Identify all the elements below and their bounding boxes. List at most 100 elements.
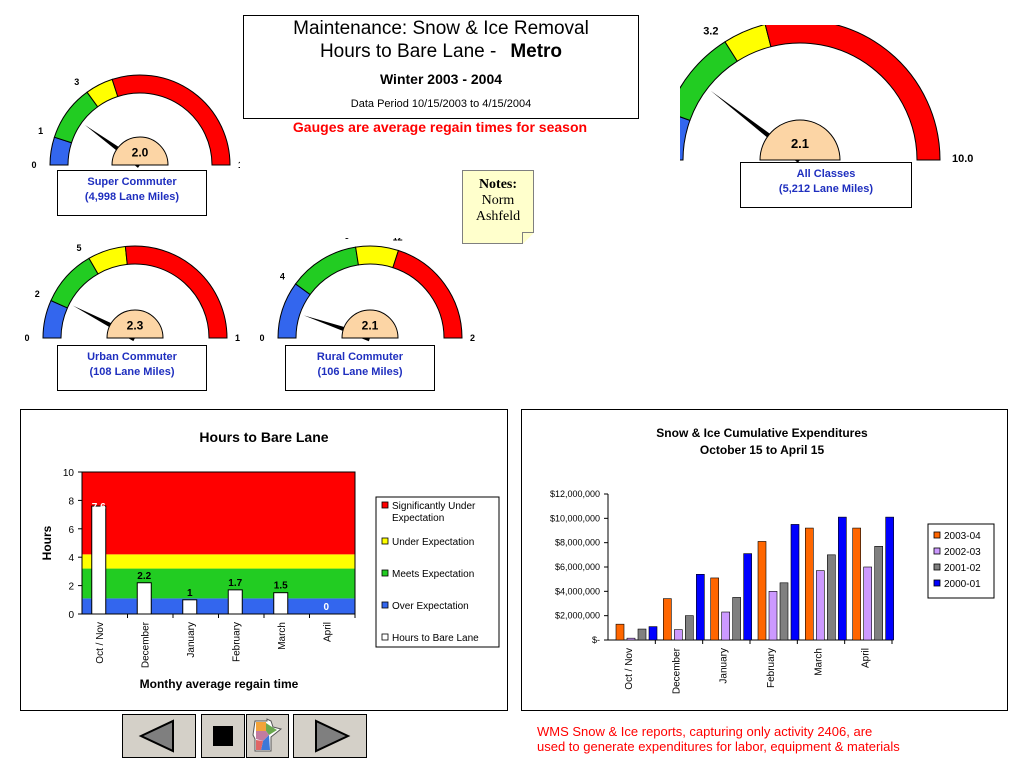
y-tick-label: 4 [68,553,74,564]
data-period: Data Period 10/15/2003 to 4/15/2004 [350,98,532,110]
bar-data-label: 1 [187,588,193,599]
legend-label: Over Expectation [392,601,469,612]
y-tick-label: 10 [63,468,75,479]
gauge-value: 2.1 [791,136,809,151]
gauge-tick-label: 3.2 [703,25,718,37]
y-axis-label: Hours [40,525,54,560]
gauge-hub [106,309,164,339]
gauge-urban-commuter: 2.3 0 2 5 7 15 [25,238,240,343]
y-tick-label: $12,000,000 [550,489,600,499]
bar-2001-02 [685,615,694,641]
bar-2000-01 [743,553,752,641]
gauge-tick-label: 2 [35,289,40,299]
x-tick-label: December [671,647,682,694]
bar-data-label: 2.2 [137,571,151,582]
y-tick-label: $6,000,000 [555,562,600,572]
bar-2001-02 [827,554,836,641]
bar-2002-03 [721,611,730,641]
legend-swatch [933,547,941,555]
gauge-title: Rural Commuter [316,351,404,363]
notes-sticky[interactable]: Notes: Norm Ashfeld [462,170,534,244]
legend-label: 2002-03 [944,547,981,558]
legend-label: Significantly Under [392,501,476,512]
footnote-line1: WMS Snow & Ice reports, capturing only a… [537,724,873,739]
minnesota-map-button[interactable] [246,714,289,758]
gauge-tick-label: 10.0 [952,153,973,165]
legend-label: 2000-01 [944,579,981,590]
band-significantly-under-expectation [82,472,355,555]
legend-swatch [933,531,941,539]
y-tick-label: $4,000,000 [555,586,600,596]
gauge-tick-label: 9 [344,238,349,241]
legend-swatch [381,501,389,509]
legend-swatch [381,537,389,545]
bar-2001-02 [874,546,883,641]
y-tick-label: 6 [68,525,74,536]
bar-2000-01 [790,524,800,641]
x-tick-label: Oct / Nov [95,622,106,664]
y-tick-label: $2,000,000 [555,611,600,621]
bar-hours-to-bare-lane [91,505,107,615]
gauge-hub [111,136,169,166]
hours-chart-frame: Hours to Bare Lane 0 2 4 6 8 10 Hours 7.6 Oct / N… [20,409,508,711]
left-arrow-icon [138,719,174,753]
bar-2003-04 [710,577,719,641]
bar-2001-02 [779,582,789,641]
legend-label: Hours to Bare Lane [392,633,479,644]
bar-hours-to-bare-lane [227,589,243,615]
band-under-expectation [82,554,355,569]
gauge-title: Urban Commuter [87,351,177,363]
gauge-tick-label: 12 [393,238,403,243]
chart-title: Hours to Bare Lane [199,429,328,445]
legend-swatch [933,579,941,587]
bar-2003-04 [663,598,672,641]
gauge-label-super-commuter: Super Commuter (4,998 Lane Miles) [57,170,207,216]
gauge-band-meets [53,91,99,144]
bar-2000-01 [648,626,658,641]
gauge-tick-label: 10 [238,160,240,170]
folded-corner [522,232,534,244]
legend-box [375,496,500,648]
legend-swatch [933,563,941,571]
bar-hours-to-bare-lane [136,582,152,615]
gauge-band-significant [124,245,228,339]
gauge-super-commuter: 2.0 0 1 3 4 10 [31,70,240,170]
gauge-band-over [277,283,311,339]
chart-title: Snow & Ice Cumulative Expenditures [656,426,868,440]
bar-data-label: 7.6 [92,502,106,513]
legend-label: Under Expectation [392,537,474,548]
notes-line1: Norm [481,193,515,208]
x-tick-label: April [322,622,333,642]
gauge-hub [341,309,399,339]
x-tick-label: April [861,648,872,668]
stop-icon [213,726,233,746]
legend-swatch [381,633,389,641]
gauge-band-significant [392,249,463,339]
legend-label: Meets Expectation [392,569,474,580]
gauge-band-meets [50,257,99,309]
footnote-line2: used to generate expenditures for labor,… [537,739,900,754]
gauge-rural-commuter: 2.1 0 4 9 12 20 [260,238,475,343]
gauge-band-meets [680,41,738,122]
subtitle-region: Metro [510,41,563,62]
gauge-band-meets [294,246,359,296]
title-box: Maintenance: Snow & Ice Removal Hours to… [243,15,639,119]
bar-2003-04 [852,527,861,641]
gauge-hub [759,119,841,161]
gauge-note: Gauges are average regain times for seas… [292,119,588,135]
bar-data-label: 0 [323,602,329,613]
bar-hours-to-bare-lane [182,599,198,615]
x-tick-label: January [719,648,730,684]
gauge-tick-label: 0 [31,160,36,170]
gauge-tick-label: 0 [25,333,30,343]
gauge-tick-label: 0 [260,333,265,343]
bar-data-label: 1.7 [228,578,242,589]
gauge-value: 2.3 [127,319,144,333]
legend-label: 2001-02 [944,563,981,574]
gauge-band-significant [764,25,941,161]
previous-button[interactable] [122,714,196,758]
end-show-button[interactable] [201,714,245,758]
next-button[interactable] [293,714,367,758]
footnote: WMS Snow & Ice reports, capturing only a… [537,724,1007,754]
gauge-tick-label: 5 [76,243,81,253]
